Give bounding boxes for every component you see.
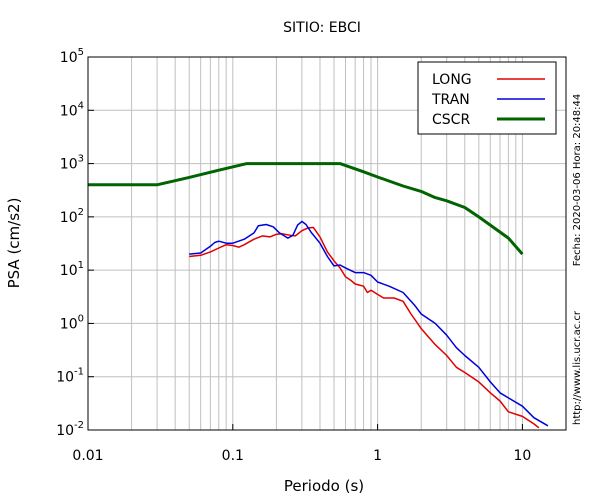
y-tick-label: 101 bbox=[60, 260, 84, 279]
series-line-tran bbox=[189, 220, 549, 427]
series-layer bbox=[88, 162, 549, 429]
y-tick-label: 105 bbox=[60, 47, 84, 66]
legend-label-cscr: CSCR bbox=[432, 112, 470, 128]
x-tick-label: 0.1 bbox=[222, 448, 244, 464]
series-line-long bbox=[189, 226, 540, 429]
series-line-cscr bbox=[88, 162, 524, 256]
y-tick-label: 100 bbox=[60, 313, 84, 332]
source-url-label: http://www.lis.ucr.ac.cr bbox=[572, 310, 583, 425]
legend-label-long: LONG bbox=[432, 72, 472, 88]
chart-title: SITIO: EBCI bbox=[283, 20, 361, 36]
legend-box bbox=[417, 61, 557, 135]
legend: LONG TRAN CSCR bbox=[417, 61, 557, 135]
x-tick-label: 1 bbox=[373, 448, 382, 464]
y-tick-label: 103 bbox=[60, 154, 84, 173]
y-tick-label: 10-2 bbox=[56, 420, 84, 439]
x-tick-label: 10 bbox=[513, 448, 531, 464]
x-axis-label: Periodo (s) bbox=[284, 477, 364, 495]
y-tick-label: 102 bbox=[60, 207, 84, 226]
y-tick-label: 10-1 bbox=[56, 367, 84, 386]
axis-ticks: 0.01 0.1 1 10 10-2 10-1 100 101 102 103 104 105 bbox=[56, 47, 531, 464]
y-tick-label: 104 bbox=[60, 100, 84, 119]
y-axis-label: PSA (cm/s2) bbox=[5, 198, 23, 289]
timestamp-label: Fecha: 2020-03-06 Hora: 20:48:44 bbox=[572, 94, 583, 267]
x-tick-label: 0.01 bbox=[72, 448, 103, 464]
plot-frame bbox=[87, 56, 567, 431]
grid-lines bbox=[88, 57, 566, 430]
legend-label-tran: TRAN bbox=[431, 92, 470, 108]
